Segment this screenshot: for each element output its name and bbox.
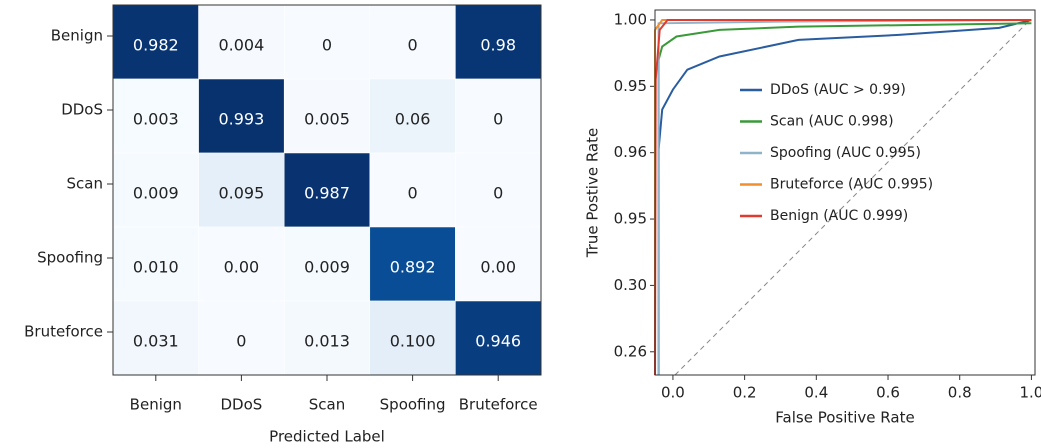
cell-label: 0.987 bbox=[304, 184, 350, 203]
y-tick-label: 0.26 bbox=[614, 342, 647, 360]
legend-label: Spoofing (AUC 0.995) bbox=[770, 145, 921, 161]
x-axis-label: False Positive Rate bbox=[775, 409, 914, 427]
cell-label: 0.00 bbox=[224, 258, 260, 277]
heatmap-cell bbox=[283, 300, 371, 376]
cell-label: 0 bbox=[322, 36, 332, 55]
cell-label: 0.013 bbox=[304, 332, 350, 351]
y-tick-label: 0.30 bbox=[614, 276, 647, 294]
heatmap-cell bbox=[198, 78, 285, 154]
row-label: Spoofing bbox=[37, 249, 103, 267]
roc-curve bbox=[657, 19, 1032, 375]
cell-label: 0 bbox=[493, 184, 503, 203]
cell-label: 0.993 bbox=[218, 110, 264, 129]
cell-label: 0.003 bbox=[133, 110, 179, 129]
heatmap-cell bbox=[369, 226, 456, 302]
row-label: DDoS bbox=[61, 101, 103, 119]
heatmap-cell bbox=[369, 4, 456, 80]
y-tick-label: 1.00 bbox=[614, 10, 647, 28]
x-tick-label: 0.2 bbox=[733, 384, 757, 402]
heatmap-cell bbox=[198, 4, 285, 80]
cell-label: 0.010 bbox=[133, 258, 179, 277]
heatmap-cell bbox=[198, 226, 285, 302]
row-label: Scan bbox=[67, 175, 103, 193]
heatmap-cell bbox=[455, 4, 542, 80]
y-tick-label: 0.95 bbox=[614, 210, 647, 228]
cell-label: 0.031 bbox=[133, 332, 179, 351]
legend-label: Bruteforce (AUC 0.995) bbox=[770, 177, 933, 193]
y-tick-label: 0.96 bbox=[614, 143, 647, 161]
heatmap-cell bbox=[455, 78, 542, 154]
cell-label: 0.005 bbox=[304, 110, 350, 129]
cell-label: 0 bbox=[236, 332, 246, 351]
cell-label: 0.892 bbox=[390, 258, 436, 277]
row-label: Benign bbox=[51, 27, 103, 45]
heatmap-cell bbox=[112, 78, 199, 154]
cell-label: 0.095 bbox=[218, 184, 264, 203]
heatmap-cell bbox=[112, 300, 199, 376]
x-tick-label: 0.8 bbox=[948, 384, 972, 402]
cell-label: 0.946 bbox=[475, 332, 521, 351]
y-tick-label: 0.95 bbox=[614, 77, 647, 95]
heatmap-cell bbox=[112, 4, 199, 80]
col-label: Scan bbox=[309, 396, 345, 414]
col-label: Spoofing bbox=[380, 396, 446, 414]
heatmap-cell bbox=[455, 300, 542, 376]
cell-label: 0 bbox=[408, 36, 418, 55]
col-label: Benign bbox=[130, 396, 182, 414]
roc-curve bbox=[654, 19, 1032, 375]
cell-label: 0.06 bbox=[395, 110, 431, 129]
legend-label: DDoS (AUC > 0.99) bbox=[770, 82, 906, 98]
cell-label: 0.004 bbox=[218, 36, 264, 55]
legend-label: Benign (AUC 0.999) bbox=[770, 208, 908, 224]
roc-curve bbox=[654, 19, 1032, 376]
heatmap-cell bbox=[198, 152, 285, 228]
plot-frame bbox=[654, 9, 1036, 376]
heatmap-cell bbox=[283, 78, 371, 154]
cell-label: 0.98 bbox=[480, 36, 516, 55]
heatmap-cell bbox=[283, 152, 371, 228]
legend-label: Scan (AUC 0.998) bbox=[770, 114, 894, 130]
chance-line bbox=[674, 19, 1031, 376]
heatmap-cell bbox=[455, 226, 542, 302]
col-label: DDoS bbox=[220, 396, 262, 414]
x-tick-label: 0.4 bbox=[804, 384, 828, 402]
cell-label: 0.009 bbox=[304, 258, 350, 277]
x-tick-label: 1.0 bbox=[1019, 384, 1041, 402]
x-axis-label: Predicted Label bbox=[269, 428, 385, 446]
x-tick-label: 0.0 bbox=[661, 384, 685, 402]
heatmap-cell bbox=[198, 300, 285, 376]
heatmap-cell bbox=[455, 152, 542, 228]
row-label: Bruteforce bbox=[24, 323, 103, 341]
cell-label: 0.982 bbox=[133, 36, 179, 55]
roc-curve bbox=[657, 19, 1032, 375]
heatmap-cell bbox=[283, 226, 371, 302]
y-axis-label: True Postive Rate bbox=[584, 128, 602, 258]
heatmap-cell bbox=[369, 152, 456, 228]
col-label: Bruteforce bbox=[459, 396, 538, 414]
cell-label: 0.100 bbox=[390, 332, 436, 351]
roc-curve bbox=[657, 22, 1032, 375]
cell-label: 0.009 bbox=[133, 184, 179, 203]
cell-label: 0 bbox=[493, 110, 503, 129]
x-tick-label: 0.6 bbox=[876, 384, 900, 402]
cell-label: 0 bbox=[408, 184, 418, 203]
cell-label: 0.00 bbox=[480, 258, 516, 277]
